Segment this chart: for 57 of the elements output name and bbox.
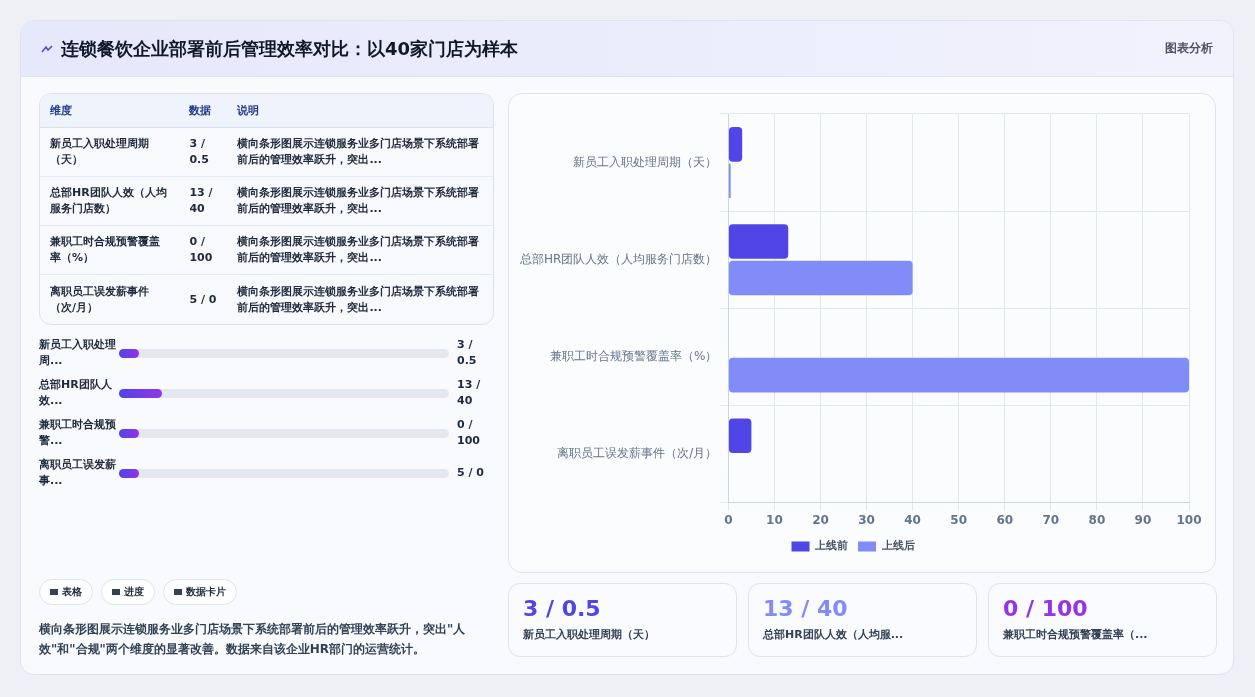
text: 离职员工误发薪事件（次/月） bbox=[49, 283, 150, 316]
bar bbox=[728, 224, 789, 259]
x-tick-label: 30 bbox=[858, 512, 875, 527]
legend-label: 上线前 bbox=[814, 539, 848, 553]
text: 连锁餐饮企业部署前后管理效率对比：以40家门店为样本 bbox=[61, 36, 519, 61]
text: 3 / 0.5 bbox=[457, 337, 478, 369]
y-tick-label: 兼职工时合规预警覆盖率（%） bbox=[549, 349, 718, 363]
text: 离职员工误发薪事... bbox=[39, 457, 117, 489]
text: 13 / 40 bbox=[763, 596, 849, 621]
text: 图表分析 bbox=[1165, 40, 1213, 57]
text: 新员工入职处理周期（天） bbox=[523, 627, 656, 642]
x-tick-label: 20 bbox=[812, 512, 829, 527]
text: 3 / 0.5 bbox=[523, 596, 602, 621]
bar bbox=[728, 260, 913, 296]
bar bbox=[728, 418, 752, 454]
text: 总部HR团队人效（人均服务门店数） bbox=[40, 177, 180, 226]
text: 新员工入职处理周期（天） bbox=[40, 128, 180, 177]
text: 总部HR团队人效... bbox=[39, 377, 113, 409]
text: 5 / 0 bbox=[188, 291, 218, 308]
legend-label: 上线后 bbox=[880, 539, 915, 553]
x-tick-label: 90 bbox=[1134, 512, 1152, 527]
x-tick-label: 60 bbox=[996, 512, 1014, 527]
text: 横向条形图展示连锁服务业多门店场景下系统部署前后的管理效率跃升，突出... bbox=[236, 283, 481, 316]
x-tick-label: 10 bbox=[766, 512, 783, 527]
text: 13 / 40 bbox=[179, 177, 228, 226]
x-tick-label: 50 bbox=[950, 512, 968, 527]
y-tick-label: 离职员工误发薪事件（次/月） bbox=[557, 446, 718, 461]
text: 说明 bbox=[227, 94, 493, 128]
text: 兼职工时合规预警... bbox=[39, 417, 117, 449]
text: 兼职工时合规预警覆盖率（%） bbox=[40, 226, 180, 275]
text: 0 / 100 bbox=[179, 226, 228, 275]
x-tick-label: 0 bbox=[724, 512, 733, 527]
y-tick-label: 新员工入职处理周期（天） bbox=[573, 154, 718, 169]
x-tick-label: 40 bbox=[904, 512, 921, 527]
x-tick-label: 100 bbox=[1176, 512, 1202, 527]
text: 0 / 100 bbox=[457, 417, 481, 449]
text: 兼职工时合规预警覆盖率（... bbox=[1003, 627, 1149, 642]
text: 总部HR团队人效（人均服... bbox=[763, 627, 905, 642]
text: 5 / 0 bbox=[457, 465, 485, 481]
x-tick-label: 80 bbox=[1088, 512, 1106, 527]
text: 维度 bbox=[40, 94, 180, 128]
text: 数据卡片 bbox=[163, 579, 237, 605]
text: 横向条形图展示连锁服务业多门店场景下系统部署前后的管理效率跃升，突出... bbox=[227, 226, 493, 275]
y-tick-label: 总部HR团队人效（人均服务门店数） bbox=[518, 251, 718, 266]
text: 13 / 40 bbox=[457, 377, 482, 409]
text: 横向条形图展示连锁服务业多门店场景下系统部署前后的管理效率跃升，突出... bbox=[227, 128, 493, 177]
text: 横向条形图展示连锁服务业多门店场景下系统部署前后的管理效率跃升，突出"人效"和"合规"两个维度的显著改善。数据来自该企业HR部门的运营统计。 bbox=[39, 621, 467, 658]
bar bbox=[728, 127, 743, 162]
x-tick-label: 70 bbox=[1042, 512, 1060, 527]
text: 横向条形图展示连锁服务业多门店场景下系统部署前后的管理效率跃升，突出... bbox=[227, 177, 493, 226]
bar bbox=[728, 357, 1189, 393]
text: 0 / 100 bbox=[1003, 596, 1089, 621]
text: 数据 bbox=[179, 94, 228, 128]
text: 新员工入职处理周... bbox=[39, 337, 117, 369]
text: 3 / 0.5 bbox=[179, 128, 228, 177]
text: 进度 bbox=[101, 579, 155, 605]
text: 表格 bbox=[39, 579, 93, 605]
